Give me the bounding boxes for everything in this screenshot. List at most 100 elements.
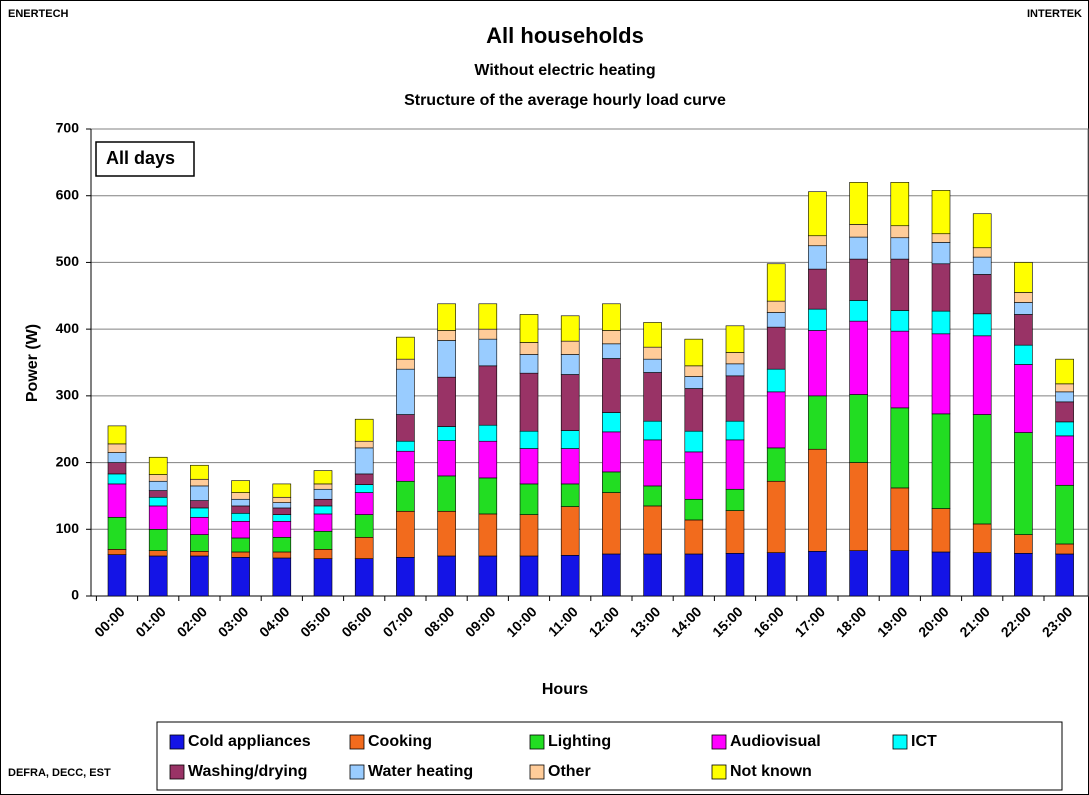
bar-segment	[190, 478, 209, 487]
x-tick-label: 02:00	[174, 603, 211, 640]
bar-segment	[643, 346, 662, 360]
bar-segment	[396, 450, 415, 482]
bar-segment	[231, 492, 250, 500]
annotation-box	[95, 141, 195, 177]
bar-segment	[1055, 484, 1074, 545]
bar-segment	[313, 505, 333, 515]
bar-segment	[190, 507, 209, 518]
bar-segment	[560, 374, 580, 431]
bar-segment	[684, 519, 704, 555]
bar-segment	[354, 492, 374, 515]
bar-segment	[272, 507, 292, 515]
bar-segment	[437, 510, 456, 557]
bar-segment	[478, 338, 498, 367]
bar-segment	[354, 440, 374, 449]
bar-segment	[148, 480, 168, 491]
bar-segment	[519, 354, 539, 374]
bar-segment	[396, 358, 415, 370]
bar-segment	[478, 440, 498, 479]
source: DEFRA, DECC, EST	[8, 767, 111, 779]
bar-segment	[972, 313, 992, 337]
bar-segment	[849, 258, 868, 301]
bar-segment	[766, 300, 786, 313]
legend-swatch	[169, 734, 185, 750]
bar-segment	[272, 496, 292, 503]
bar-segment	[684, 365, 704, 377]
bar-segment	[1014, 364, 1033, 433]
bar-segment	[231, 551, 250, 558]
bar-segment	[437, 426, 456, 441]
y-tick-label: 100	[56, 520, 80, 536]
annotation: All days	[106, 148, 175, 168]
bar-segment	[272, 557, 292, 597]
legend-label: Audiovisual	[730, 733, 821, 750]
bar-segment	[354, 473, 374, 485]
bar-segment	[643, 485, 662, 507]
bar-segment	[519, 430, 539, 449]
bar-segment	[1055, 543, 1074, 555]
x-tick-label: 14:00	[668, 603, 705, 640]
bar-segment	[766, 326, 786, 370]
bar-segment	[808, 551, 827, 597]
bar-segment	[313, 530, 333, 550]
bar-segment	[437, 340, 456, 378]
bar-segment	[396, 510, 415, 558]
bar-segment	[684, 498, 704, 521]
bar-segment	[725, 375, 745, 422]
x-tick-label: 09:00	[462, 603, 499, 640]
x-tick-label: 15:00	[709, 603, 746, 640]
bar-segment	[519, 314, 539, 343]
bar-segment	[808, 191, 827, 237]
bar-segment	[849, 550, 868, 597]
bar-segment	[231, 498, 250, 507]
bar-segment	[148, 496, 168, 507]
bar-segment	[231, 505, 250, 514]
bar-segment	[890, 407, 910, 489]
bar-segment	[560, 448, 580, 485]
bar-segment	[313, 483, 333, 490]
bar-segment	[602, 431, 621, 473]
bar-segment	[437, 475, 456, 512]
x-tick-label: 12:00	[586, 603, 623, 640]
bar-segment	[231, 512, 250, 522]
legend-swatch	[711, 764, 727, 780]
legend-label: Washing/drying	[188, 763, 307, 780]
bar-segment	[107, 425, 127, 445]
bar-segment	[396, 368, 415, 415]
bar-segment	[931, 551, 951, 597]
bars	[107, 182, 1074, 597]
bar-segment	[560, 555, 580, 597]
bar-segment	[231, 480, 250, 493]
bar-segment	[560, 483, 580, 507]
bar-segment	[890, 182, 910, 227]
bar-segment	[148, 456, 168, 475]
bar-segment	[602, 492, 621, 555]
bar-segment	[272, 520, 292, 538]
bar-segment	[107, 548, 127, 555]
legend-swatch	[892, 734, 908, 750]
bar-segment	[602, 330, 621, 345]
legend-label: Lighting	[548, 733, 611, 750]
x-tick-label: 11:00	[545, 603, 581, 639]
bar-segment	[766, 263, 786, 302]
bar-segment	[808, 395, 827, 450]
bar-segment	[643, 439, 662, 487]
bar-segment	[972, 256, 992, 275]
bar-segment	[931, 333, 951, 415]
bar-segment	[684, 376, 704, 389]
bar-segment	[849, 182, 868, 225]
bar-segment	[231, 520, 250, 539]
bar-segment	[972, 274, 992, 315]
bar-segment	[808, 245, 827, 270]
bar-segment	[148, 555, 168, 597]
bar-segment	[190, 551, 209, 557]
bar-segment	[1014, 534, 1033, 554]
bar-segment	[766, 391, 786, 449]
bar-segment	[272, 502, 292, 509]
bar-segment	[437, 376, 456, 427]
x-tick-label: 23:00	[1039, 603, 1076, 640]
bar-segment	[478, 303, 498, 330]
legend-box	[156, 721, 1063, 791]
